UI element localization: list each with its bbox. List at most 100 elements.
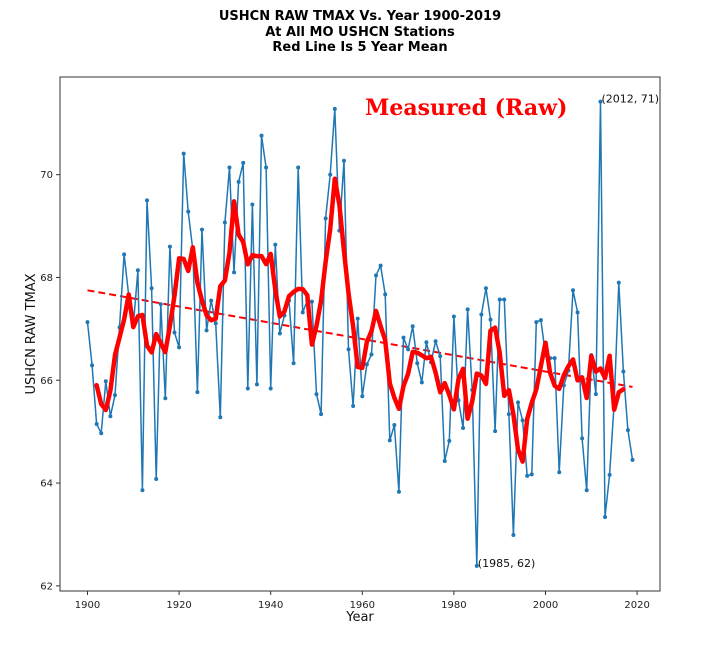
raw-data-point bbox=[557, 470, 562, 475]
raw-data-point bbox=[259, 133, 264, 138]
raw-data-point bbox=[199, 227, 204, 232]
raw-data-point bbox=[360, 394, 365, 399]
raw-data-point bbox=[236, 179, 241, 184]
raw-data-point bbox=[245, 386, 250, 391]
raw-data-point bbox=[213, 321, 218, 326]
raw-data-point bbox=[483, 286, 488, 291]
raw-data-point bbox=[479, 312, 484, 317]
point-annotation: (1985, 62) bbox=[478, 557, 536, 570]
raw-data-point bbox=[328, 172, 333, 177]
y-tick-label: 68 bbox=[40, 273, 53, 284]
raw-data-point bbox=[172, 330, 177, 335]
raw-data-point bbox=[227, 165, 232, 170]
raw-data-point bbox=[122, 252, 127, 257]
y-tick-label: 62 bbox=[40, 581, 53, 592]
raw-data-point bbox=[167, 244, 172, 249]
raw-data-point bbox=[355, 316, 360, 321]
raw-data-point bbox=[222, 220, 227, 225]
raw-data-point bbox=[433, 339, 438, 344]
raw-data-point bbox=[570, 288, 575, 293]
raw-data-point bbox=[383, 292, 388, 297]
raw-data-point bbox=[474, 563, 479, 568]
raw-data-point bbox=[396, 489, 401, 494]
mean-series-line bbox=[94, 176, 626, 464]
raw-data-point bbox=[254, 382, 259, 387]
raw-data-point bbox=[461, 426, 466, 431]
chart-title-line-1: USHCN RAW TMAX Vs. Year 1900-2019 bbox=[218, 9, 502, 24]
raw-data-point bbox=[149, 286, 154, 291]
raw-data-point bbox=[218, 415, 223, 420]
raw-data-point bbox=[186, 209, 191, 214]
y-axis-ticks: 62 64 66 68 70 bbox=[40, 170, 60, 592]
raw-data-point bbox=[112, 393, 117, 398]
raw-data-point bbox=[506, 412, 511, 417]
x-tick-label: 1960 bbox=[350, 600, 375, 611]
raw-data-point bbox=[250, 202, 255, 207]
x-axis-ticks: 1900 1920 1940 1960 1980 2000 2020 bbox=[75, 591, 650, 611]
raw-data-point bbox=[392, 422, 397, 427]
raw-data-point bbox=[387, 438, 392, 443]
raw-data-point bbox=[351, 403, 356, 408]
raw-data-point bbox=[85, 320, 90, 325]
raw-data-point bbox=[607, 472, 612, 477]
raw-data-point bbox=[99, 431, 104, 436]
raw-data-point bbox=[296, 165, 301, 170]
raw-data-point bbox=[406, 347, 411, 352]
raw-data-point bbox=[300, 310, 305, 315]
raw-data-point bbox=[447, 438, 452, 443]
raw-data-point bbox=[520, 418, 525, 423]
raw-data-point bbox=[145, 198, 150, 203]
raw-data-point bbox=[488, 317, 493, 322]
raw-data-point bbox=[593, 392, 598, 397]
raw-data-point bbox=[135, 268, 140, 273]
raw-data-point bbox=[181, 151, 186, 156]
raw-data-point bbox=[195, 390, 200, 395]
x-tick-label: 2020 bbox=[624, 600, 649, 611]
annotations-group: (2012, 71) (1985, 62) bbox=[478, 93, 659, 570]
x-tick-label: 2000 bbox=[533, 600, 558, 611]
y-tick-label: 66 bbox=[40, 376, 53, 387]
raw-data-point bbox=[374, 273, 379, 278]
y-axis-label: USHCN RAW TMAX bbox=[24, 273, 39, 394]
raw-data-point bbox=[158, 302, 163, 307]
raw-data-point bbox=[419, 380, 424, 385]
raw-data-point bbox=[630, 457, 635, 462]
raw-data-point bbox=[273, 242, 278, 247]
raw-data-point bbox=[516, 400, 521, 405]
raw-data-point bbox=[341, 158, 346, 163]
mean-series-group bbox=[94, 176, 626, 464]
x-axis-label: Year bbox=[345, 610, 374, 625]
raw-data-point bbox=[94, 421, 99, 426]
raw-data-point bbox=[378, 263, 383, 268]
raw-data-point bbox=[511, 532, 516, 537]
y-tick-label: 64 bbox=[40, 479, 53, 490]
trend-line bbox=[87, 289, 633, 388]
raw-data-point bbox=[534, 320, 539, 325]
raw-data-point bbox=[291, 361, 296, 366]
raw-data-point bbox=[209, 298, 214, 303]
x-tick-label: 1980 bbox=[441, 600, 466, 611]
raw-data-point bbox=[502, 297, 507, 302]
y-tick-label: 70 bbox=[40, 170, 53, 181]
raw-data-point bbox=[415, 361, 420, 366]
raw-data-point bbox=[364, 362, 369, 367]
raw-data-point bbox=[465, 307, 470, 312]
raw-data-point bbox=[241, 160, 246, 165]
raw-data-point bbox=[204, 328, 209, 333]
raw-data-point bbox=[140, 488, 145, 493]
raw-data-point bbox=[103, 379, 108, 384]
raw-data-point bbox=[108, 414, 113, 419]
raw-data-point bbox=[580, 436, 585, 441]
raw-data-point bbox=[309, 299, 314, 304]
raw-data-point bbox=[332, 106, 337, 111]
raw-data-point bbox=[529, 472, 534, 477]
raw-data-point bbox=[493, 429, 498, 434]
raw-data-point bbox=[584, 488, 589, 493]
x-tick-label: 1900 bbox=[75, 600, 100, 611]
raw-data-point bbox=[314, 392, 319, 397]
raw-data-point bbox=[424, 340, 429, 345]
raw-data-point bbox=[323, 216, 328, 221]
raw-series-line bbox=[86, 100, 634, 567]
raw-data-point bbox=[401, 335, 406, 340]
